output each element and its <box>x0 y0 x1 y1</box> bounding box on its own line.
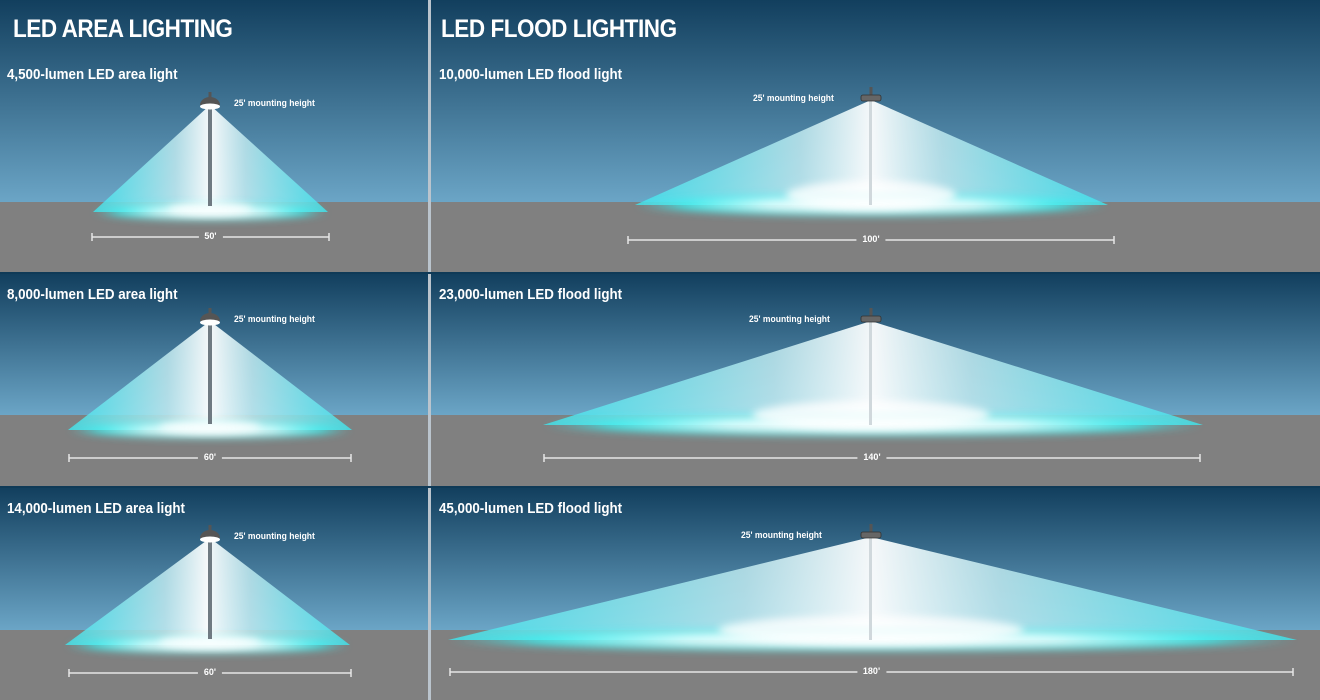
pole <box>869 537 872 640</box>
column-divider <box>428 0 431 700</box>
area-light-fixture-icon <box>200 308 220 326</box>
panel-title: 45,000-lumen LED flood light <box>439 501 623 517</box>
mounting-height-label: 25' mounting height <box>234 531 315 542</box>
flood-light-fixture-icon <box>860 308 882 323</box>
pole <box>208 105 212 206</box>
row-divider <box>0 272 1320 274</box>
mounting-height-label: 25' mounting height <box>741 530 822 541</box>
mounting-height-label: 25' mounting height <box>749 314 830 325</box>
light-beam <box>448 537 1297 640</box>
spread-label: 60' <box>197 667 223 677</box>
panel-flood-3 <box>431 488 1320 700</box>
spread-label: 60' <box>197 452 223 462</box>
pole <box>869 100 872 205</box>
pole <box>208 321 212 424</box>
spread-label: 100' <box>856 234 886 244</box>
spread-label: 180' <box>856 666 887 676</box>
heading-flood-lighting: LED FLOOD LIGHTING <box>441 15 677 43</box>
mounting-height-label: 25' mounting height <box>753 93 834 104</box>
pole <box>208 538 212 639</box>
panel-title: 4,500-lumen LED area light <box>7 67 178 83</box>
panel-title: 10,000-lumen LED flood light <box>439 67 623 83</box>
spread-label: 50' <box>198 231 223 241</box>
light-beam <box>543 321 1203 425</box>
panel-flood-2 <box>431 274 1320 486</box>
pole <box>869 321 872 425</box>
heading-area-lighting: LED AREA LIGHTING <box>13 15 233 43</box>
row-divider <box>0 486 1320 488</box>
panel-title: 8,000-lumen LED area light <box>7 287 178 303</box>
flood-light-fixture-icon <box>860 524 882 539</box>
mounting-height-label: 25' mounting height <box>234 98 315 109</box>
panel-title: 14,000-lumen LED area light <box>7 501 185 517</box>
flood-light-fixture-icon <box>860 87 882 102</box>
panel-area-2 <box>0 274 428 486</box>
mounting-height-label: 25' mounting height <box>234 314 315 325</box>
area-light-fixture-icon <box>200 525 220 543</box>
panel-area-3 <box>0 488 428 700</box>
area-light-fixture-icon <box>200 92 220 110</box>
panel-title: 23,000-lumen LED flood light <box>439 287 623 303</box>
spread-label: 140' <box>857 452 887 462</box>
light-beam <box>65 538 350 645</box>
